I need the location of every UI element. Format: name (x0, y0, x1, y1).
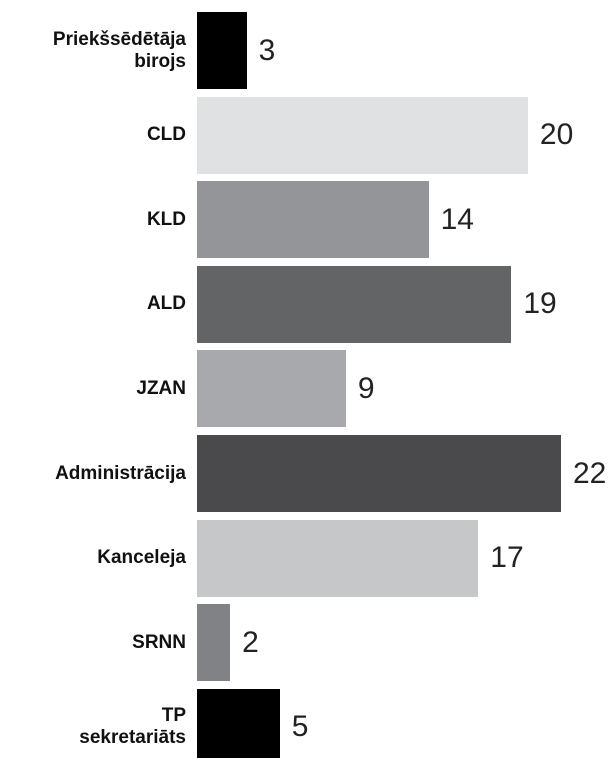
value-label: 22 (573, 456, 607, 490)
value-label: 17 (490, 541, 524, 575)
category-label: KLD (146, 208, 186, 230)
category-label: Administrācija (55, 462, 186, 484)
bar (197, 519, 479, 597)
bar (197, 265, 512, 343)
bar (197, 181, 429, 259)
bar (197, 435, 561, 512)
category-label: SRNN (132, 631, 186, 653)
value-label: 5 (291, 710, 309, 744)
bar (197, 12, 247, 89)
value-label: 3 (258, 33, 276, 67)
category-label: ALD (146, 293, 186, 315)
bar (197, 96, 528, 174)
bar (197, 604, 231, 682)
category-label: JZAN (136, 377, 186, 399)
value-label: 9 (357, 371, 375, 405)
category-label: Priekšsēdētāja birojs (52, 28, 186, 72)
value-label: 19 (523, 287, 557, 321)
value-label: 20 (539, 118, 574, 152)
category-label: CLD (146, 124, 186, 146)
bar (197, 688, 280, 758)
bar (197, 350, 346, 428)
category-label: TP sekretariāts (79, 705, 186, 749)
value-label: 14 (440, 202, 474, 236)
value-label: 2 (242, 625, 259, 659)
category-label: Kanceleja (97, 547, 186, 569)
